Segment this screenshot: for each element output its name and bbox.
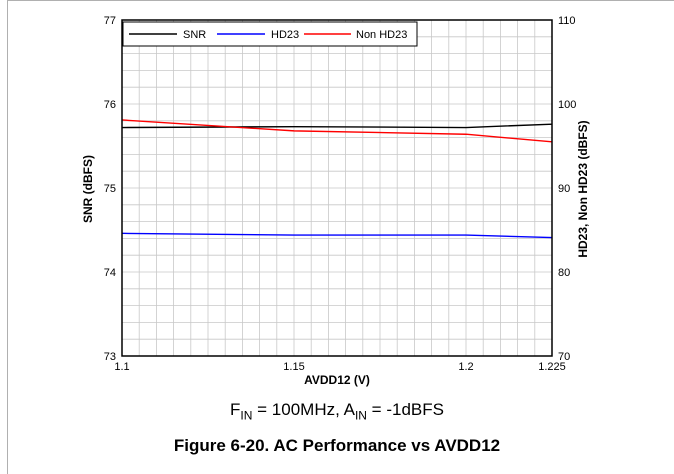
test-conditions: FIN = 100MHz, AIN = -1dBFS [0,400,674,422]
y-axis-right-label: HD23, Non HD23 (dBFS) [576,120,590,257]
series-line-non-hd23 [121,119,553,143]
axis-ticks: 1.1 1.15 1.2 1.225 73 74 75 76 77 70 80 90 100 110 [104,15,577,373]
y-right-tick-label: 100 [558,99,576,111]
legend: SNR HD23 Non HD23 [122,21,418,47]
legend-label-non-hd23: Non HD23 [356,29,407,41]
x-tick-label: 1.1 [114,361,129,373]
conditions-a-value: = -1dBFS [366,400,444,419]
frame-left-border [7,0,8,474]
series-line-snr [121,123,553,129]
legend-label-snr: SNR [183,29,206,41]
y-left-tick-label: 77 [104,15,116,27]
ac-performance-chart: 1.1 1.15 1.2 1.225 73 74 75 76 77 70 80 90 100 110 SN… [81,15,590,387]
y-right-tick-label: 90 [558,183,570,195]
grid [121,19,553,357]
legend-label-hd23: HD23 [271,29,299,41]
plot-area-border [121,19,553,357]
y-right-tick-label: 80 [558,267,570,279]
y-right-tick-label: 70 [558,351,570,363]
conditions-a-sub: IN [354,408,367,423]
y-left-tick-label: 75 [104,183,116,195]
x-tick-label: 1.225 [538,361,566,373]
conditions-f-sub: IN [240,408,253,423]
series-line-hd23 [121,232,553,239]
x-tick-label: 1.2 [458,361,473,373]
conditions-f-value: = 100MHz, A [252,400,355,419]
frame-top-border [7,0,674,1]
y-left-tick-label: 76 [104,99,116,111]
x-axis-label: AVDD12 (V) [304,373,370,387]
y-left-tick-label: 73 [104,351,116,363]
y-axis-left-label: SNR (dBFS) [81,155,95,223]
x-tick-label: 1.15 [283,361,304,373]
figure-caption: Figure 6-20. AC Performance vs AVDD12 [173,436,501,455]
y-left-tick-label: 74 [104,267,116,279]
series-lines [121,119,553,239]
conditions-f: F [230,400,241,419]
y-right-tick-label: 110 [558,15,576,27]
